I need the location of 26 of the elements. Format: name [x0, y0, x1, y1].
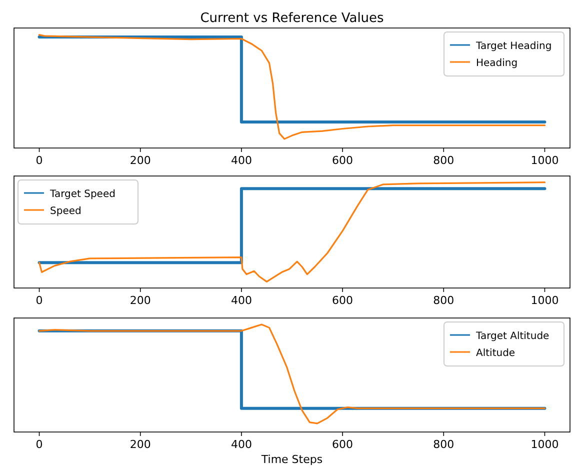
legend-label: Target Speed	[49, 189, 116, 200]
x-tick-label: 1000	[530, 294, 559, 307]
x-tick-label: 400	[230, 154, 252, 167]
x-tick-label: 0	[36, 294, 43, 307]
x-tick-label: 600	[332, 154, 354, 167]
legend-label: Speed	[50, 206, 82, 217]
x-tick-label: 200	[130, 438, 151, 451]
x-tick-label: 800	[433, 154, 454, 167]
legend-label: Target Altitude	[475, 331, 550, 342]
x-tick-label: 0	[36, 438, 43, 451]
x-tick-label: 0	[36, 154, 43, 167]
x-tick-label: 800	[433, 438, 454, 451]
x-axis-title: Time Steps	[260, 453, 323, 466]
x-tick-label: 1000	[530, 154, 559, 167]
x-tick-label: 600	[332, 438, 354, 451]
chart-title: Current vs Reference Values	[200, 11, 384, 26]
legend-label: Altitude	[476, 348, 516, 359]
x-tick-label: 200	[130, 294, 151, 307]
x-tick-label: 200	[130, 154, 151, 167]
x-tick-label: 800	[433, 294, 454, 307]
x-tick-label: 400	[230, 294, 252, 307]
x-tick-label: 400	[230, 438, 252, 451]
x-tick-label: 600	[332, 294, 354, 307]
x-tick-label: 1000	[530, 438, 559, 451]
legend-label: Heading	[476, 58, 518, 69]
legend-label: Target Heading	[475, 41, 552, 52]
